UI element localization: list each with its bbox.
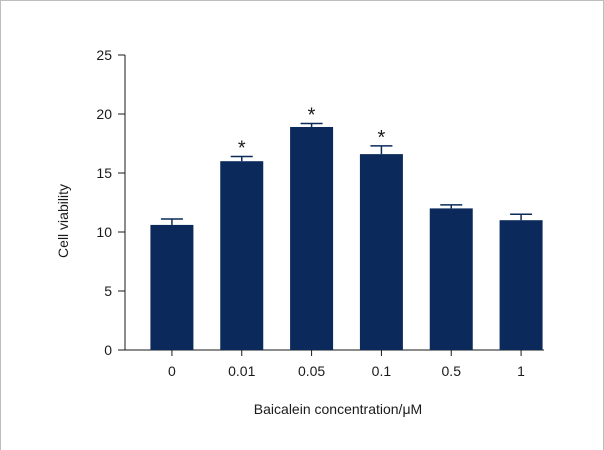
y-tick-label: 20 <box>96 106 112 122</box>
bar <box>150 224 194 350</box>
x-tick-label: 0.05 <box>298 363 325 379</box>
bar <box>499 220 543 350</box>
significance-marker: * <box>378 127 386 149</box>
x-tick-label: 0.1 <box>372 363 392 379</box>
y-tick-label: 0 <box>104 342 112 358</box>
x-axis-title: Baicalein concentration/μM <box>254 401 422 417</box>
bars: * * * <box>150 104 543 350</box>
y-tick-label: 5 <box>104 283 112 299</box>
bar <box>290 126 334 350</box>
x-tick-label: 0.01 <box>228 363 255 379</box>
x-tick-label: 0 <box>168 363 176 379</box>
bar <box>429 208 473 350</box>
bar <box>220 161 264 350</box>
significance-marker: * <box>308 104 316 126</box>
y-tick-label: 10 <box>96 224 112 240</box>
y-axis-title: Cell viability <box>55 184 71 258</box>
y-tick-label: 25 <box>96 47 112 63</box>
significance-marker: * <box>238 137 246 159</box>
y-tick-label: 15 <box>96 165 112 181</box>
x-tick-label: 1 <box>517 363 525 379</box>
x-axis: 0 0.01 0.05 0.1 0.5 1 <box>125 349 544 379</box>
bar <box>359 154 403 350</box>
y-axis: 0 5 10 15 20 25 <box>96 47 126 358</box>
x-tick-label: 0.5 <box>442 363 462 379</box>
